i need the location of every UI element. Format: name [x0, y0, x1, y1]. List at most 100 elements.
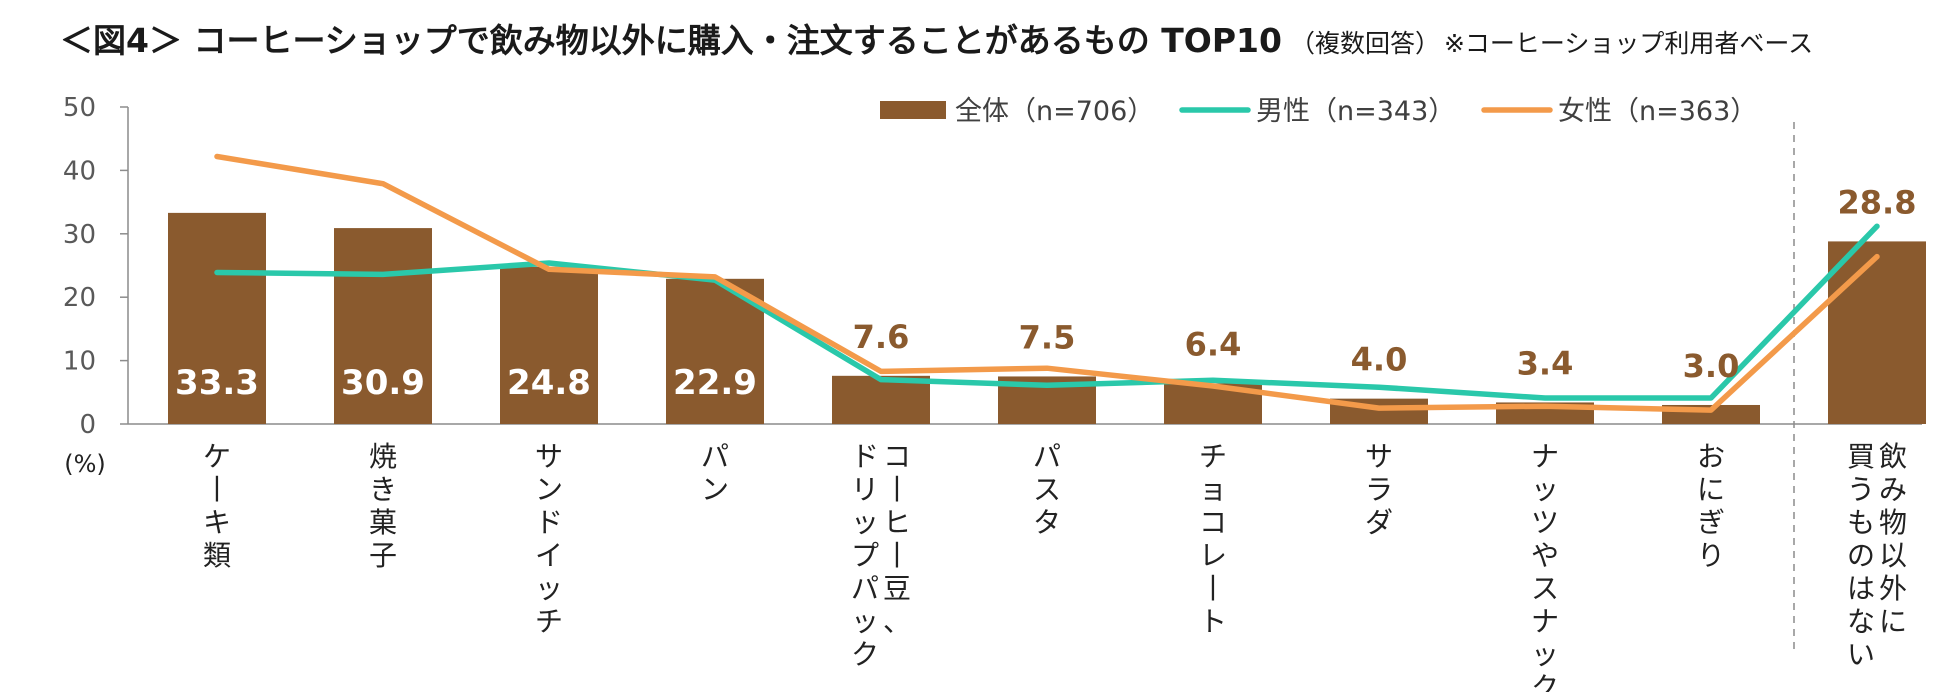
category-char: な — [1847, 605, 1875, 638]
category-char: 買 — [1847, 440, 1875, 473]
category-char: 丨 — [883, 473, 911, 506]
legend-label-male: 男性（n=343） — [1256, 96, 1455, 127]
category-char: パ — [701, 440, 729, 473]
category-char: に — [1879, 605, 1907, 638]
category-char: い — [1847, 638, 1875, 671]
category-char: コ — [883, 440, 911, 473]
legend-label-female: 女性（n=363） — [1558, 96, 1757, 127]
category-char: に — [1697, 473, 1725, 506]
category-label: コ丨ヒ丨豆、 — [883, 440, 911, 638]
bar — [334, 228, 432, 424]
y-axis-unit: (%) — [64, 450, 106, 478]
category-char: チ — [1199, 440, 1227, 473]
y-tick-label: 30 — [63, 220, 96, 250]
category-char: ッ — [1531, 638, 1559, 671]
y-tick-label: 0 — [79, 410, 96, 440]
category-char: ド — [851, 440, 879, 473]
y-tick-label: 40 — [63, 156, 96, 186]
category-label: サンドイッチ — [535, 440, 563, 638]
category-char: リ — [851, 473, 879, 506]
category-char: き — [369, 473, 397, 506]
category-char: タ — [1033, 506, 1061, 539]
data-label: 4.0 — [1351, 341, 1408, 379]
category-char: ダ — [1365, 506, 1393, 539]
legend-swatch-total — [880, 101, 946, 119]
category-char: ッ — [851, 605, 879, 638]
female-line — [214, 153, 1880, 413]
data-label: 33.3 — [175, 363, 259, 403]
category-char: ツ — [1531, 506, 1559, 539]
category-label: 飲み物以外に — [1879, 440, 1907, 638]
category-label: おにぎり — [1697, 440, 1725, 572]
data-label: 24.8 — [507, 363, 591, 403]
category-char: ケ — [203, 440, 231, 473]
data-label: 7.6 — [853, 318, 910, 356]
category-char: 丨 — [883, 539, 911, 572]
category-label: チョコレ丨ト — [1199, 440, 1227, 638]
data-label: 22.9 — [673, 363, 757, 403]
male-line — [214, 223, 1880, 401]
category-label: 買うものはない — [1847, 440, 1875, 671]
category-char: ナ — [1531, 440, 1559, 473]
data-label: 7.5 — [1019, 318, 1076, 356]
data-label: 6.4 — [1185, 325, 1242, 363]
legend-label-total: 全体（n=706） — [955, 96, 1154, 127]
category-char: の — [1847, 539, 1875, 572]
category-char: 豆 — [883, 572, 911, 605]
category-char: 類 — [203, 539, 231, 572]
chart-title-row: ＜図4＞ コーヒーショップで飲み物以外に購入・注文することがあるもの TOP10… — [60, 14, 1813, 70]
bar-series — [168, 212, 1926, 424]
category-label: ドリップパック — [851, 440, 879, 671]
category-labels: ケ丨キ類焼き菓子サンドイッチパンコ丨ヒ丨豆、ドリップパックパスタチョコレ丨トサラ… — [203, 440, 1907, 692]
data-label: 30.9 — [341, 363, 425, 403]
category-char: コ — [1199, 506, 1227, 539]
category-char: 丨 — [203, 473, 231, 506]
category-char: キ — [203, 506, 231, 539]
category-char: ク — [851, 638, 879, 671]
chart-title: ＜図4＞ コーヒーショップで飲み物以外に購入・注文することがあるもの TOP10 — [60, 21, 1282, 60]
category-char: う — [1847, 473, 1875, 506]
chart-note: ※コーヒーショップ利用者ベース — [1443, 29, 1814, 58]
bar — [666, 278, 764, 424]
category-char: 飲 — [1879, 440, 1907, 473]
category-char: 丨 — [1199, 572, 1227, 605]
y-tick-label: 20 — [63, 283, 96, 313]
category-char: や — [1531, 539, 1559, 572]
category-char: 外 — [1879, 572, 1907, 605]
category-char: ッ — [1531, 473, 1559, 506]
category-char: ス — [1531, 572, 1559, 605]
category-char: お — [1697, 440, 1725, 473]
category-char: チ — [535, 605, 563, 638]
bar — [832, 375, 930, 424]
category-char: 子 — [369, 539, 397, 572]
category-char: ン — [535, 473, 563, 506]
category-char: 菓 — [369, 506, 397, 539]
category-char: パ — [851, 572, 879, 605]
category-char: ぎ — [1697, 506, 1725, 539]
category-label: パン — [701, 440, 729, 506]
category-char: パ — [1033, 440, 1061, 473]
category-char: ス — [1033, 473, 1061, 506]
category-label: ケ丨キ類 — [203, 440, 231, 572]
data-label: 28.8 — [1838, 183, 1917, 221]
category-char: 焼 — [369, 440, 397, 473]
category-char: 物 — [1879, 506, 1907, 539]
category-char: ラ — [1365, 473, 1393, 506]
category-char: り — [1697, 539, 1725, 572]
y-tick-label: 50 — [63, 93, 96, 123]
data-label: 3.0 — [1683, 347, 1740, 385]
data-label: 3.4 — [1517, 344, 1574, 382]
category-char: ッ — [535, 572, 563, 605]
category-char: イ — [535, 539, 563, 572]
category-char: ド — [535, 506, 563, 539]
category-label: サラダ — [1365, 440, 1393, 539]
legend: 全体（n=706） 男性（n=343） 女性（n=363） — [880, 96, 1757, 127]
data-labels: 33.3 30.9 24.8 22.9 7.6 7.5 6.4 4.0 3.4 3.0 28.8 — [175, 183, 1916, 403]
y-tick-label: 10 — [63, 347, 96, 377]
category-char: プ — [851, 539, 879, 572]
category-char: ヒ — [883, 506, 911, 539]
category-char: ョ — [1199, 473, 1227, 506]
category-char: ト — [1199, 605, 1227, 638]
category-char: も — [1847, 506, 1875, 539]
